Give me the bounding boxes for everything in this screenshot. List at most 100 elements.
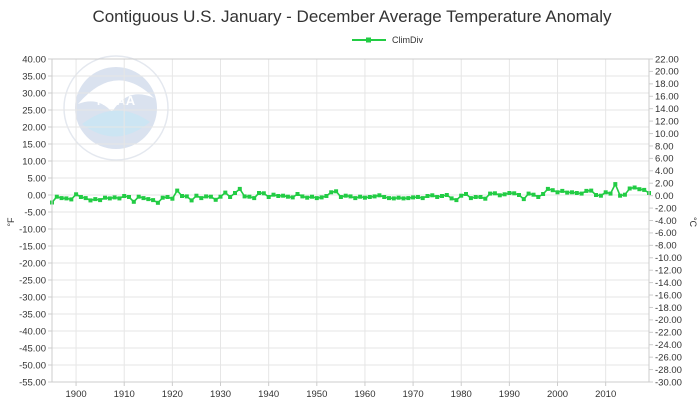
y-left-tick-label: 35.00 <box>22 71 46 82</box>
data-point <box>276 194 281 198</box>
data-point <box>310 194 314 199</box>
y-right-tick-label: -2.00 <box>655 203 677 214</box>
data-point <box>257 191 261 195</box>
y-right-tick-label: -30.00 <box>655 377 682 388</box>
data-point <box>584 188 589 193</box>
data-point <box>237 186 242 191</box>
data-point <box>598 193 603 198</box>
data-point <box>204 194 209 199</box>
data-point <box>454 198 459 203</box>
data-point <box>103 195 107 200</box>
data-point <box>468 196 473 201</box>
data-point <box>570 190 574 195</box>
y-left-tick-label: -35.00 <box>19 309 46 320</box>
y-left-tick-label: -25.00 <box>19 275 46 286</box>
data-point <box>512 191 517 196</box>
data-point <box>517 193 521 197</box>
x-tick-label: 1900 <box>66 389 87 400</box>
data-point <box>555 190 560 195</box>
data-point <box>459 193 464 198</box>
data-point <box>483 196 488 201</box>
y-right-tick-label: -16.00 <box>655 290 682 301</box>
data-point <box>382 195 387 199</box>
data-point <box>613 182 618 187</box>
data-point <box>478 195 483 199</box>
y-right-tick-label: -26.00 <box>655 352 682 363</box>
data-point <box>435 195 440 199</box>
chart-title: Contiguous U.S. January - December Avera… <box>92 7 612 26</box>
data-point <box>93 197 98 202</box>
x-tick-label: 1910 <box>114 389 135 400</box>
data-point <box>642 187 647 192</box>
data-point <box>574 191 579 195</box>
x-tick-label: 1990 <box>499 389 520 400</box>
data-point <box>218 194 223 199</box>
x-tick-label: 1970 <box>403 389 424 400</box>
y-right-tick-label: -18.00 <box>655 303 682 314</box>
data-point <box>425 194 430 198</box>
data-point <box>107 196 112 201</box>
y-left-tick-label: 20.00 <box>22 122 46 133</box>
data-point <box>521 197 526 202</box>
y-right-tick-label: 18.00 <box>655 79 679 90</box>
data-point <box>305 195 310 200</box>
data-point <box>261 191 266 196</box>
data-point <box>589 188 594 193</box>
data-point <box>64 196 69 201</box>
x-tick-label: 2000 <box>547 389 568 400</box>
data-point <box>536 195 541 199</box>
y-right-tick-label: 0.00 <box>655 191 674 202</box>
y-left-tick-label: -5.00 <box>24 207 46 218</box>
data-point <box>632 185 637 190</box>
x-tick-label: 1980 <box>451 389 472 400</box>
data-point <box>541 192 546 196</box>
data-point <box>122 194 127 198</box>
data-point <box>391 196 396 201</box>
y-left-tick-label: -45.00 <box>19 343 46 354</box>
y-left-tick-label: -15.00 <box>19 241 46 252</box>
y-right-tick-label: 2.00 <box>655 179 674 190</box>
logo-outer-ring <box>63 55 169 161</box>
data-point <box>184 194 189 199</box>
data-point <box>136 194 141 199</box>
data-point <box>194 193 199 198</box>
data-point <box>550 188 555 193</box>
data-point <box>353 196 358 201</box>
data-point <box>372 194 377 199</box>
y-right-tick-label: -12.00 <box>655 265 682 276</box>
data-point <box>415 195 420 199</box>
legend[interactable]: ClimDiv <box>352 35 423 45</box>
data-point <box>127 195 131 199</box>
data-point <box>213 197 218 202</box>
data-point <box>252 196 257 201</box>
data-point <box>362 195 367 200</box>
y-left-tick-label: 25.00 <box>22 105 46 116</box>
y-left-tick-label: -20.00 <box>19 258 46 269</box>
data-point <box>464 192 468 196</box>
data-point <box>146 197 151 202</box>
data-point <box>449 196 454 201</box>
data-point <box>314 196 319 201</box>
y-axis-left: 40.00 35.00 30.00 25.00 20.00 15.00 10.00 5.00 0… <box>19 54 52 388</box>
data-point <box>112 195 117 200</box>
y-right-tick-label: -14.00 <box>655 278 682 289</box>
series-climdiv[interactable] <box>50 182 651 205</box>
y-axis-right-label: °C <box>688 217 698 228</box>
data-point <box>281 193 286 198</box>
data-point <box>348 194 353 199</box>
data-point <box>492 191 497 196</box>
data-point <box>531 192 536 197</box>
logo-seagull <box>78 80 154 112</box>
y-left-tick-label: -40.00 <box>19 326 46 337</box>
data-point <box>411 195 416 200</box>
x-tick-label: 2010 <box>595 389 616 400</box>
data-point <box>430 193 435 198</box>
y-right-tick-label: 4.00 <box>655 166 674 177</box>
data-point <box>401 196 406 201</box>
grid <box>52 58 649 383</box>
data-point <box>223 190 228 195</box>
x-tick-label: 1940 <box>258 389 279 400</box>
data-point <box>199 196 204 201</box>
